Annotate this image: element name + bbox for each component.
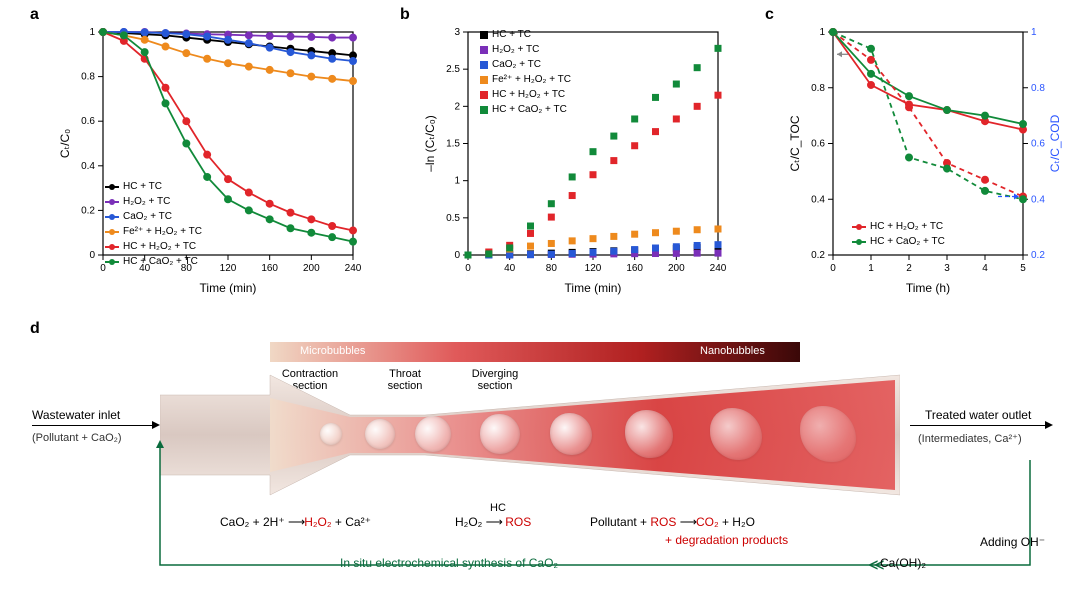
svg-text:Time (min): Time (min)	[565, 281, 622, 295]
outlet-label: Treated water outlet	[925, 408, 1031, 422]
svg-text:0.6: 0.6	[811, 139, 825, 150]
caoh2-label: Ca(OH)₂	[880, 556, 926, 570]
svg-text:40: 40	[504, 263, 516, 274]
eq-insitu-synthesis: In situ electrochemical synthesis of CaO…	[340, 556, 558, 570]
chart-b-legend: HC + TCH₂O₂ + TCCaO₂ + TCFe²⁺ + H₂O₂ + T…	[480, 28, 571, 118]
chart-a: 0408012016020024000.20.40.60.81Time (min…	[55, 20, 365, 300]
svg-text:160: 160	[261, 263, 278, 274]
chart-c: 0 1 2 3 4 5 0.2 0.2 0.4 0.4 0.6 0.6 0.8 0.8 1 1 Time (h)…	[785, 20, 1065, 300]
microbubbles-label: Microbubbles	[300, 345, 365, 357]
svg-text:1: 1	[868, 263, 874, 274]
svg-text:Cₜ/C₀: Cₜ/C₀	[58, 129, 72, 158]
outlet-arrow	[910, 425, 1045, 426]
svg-text:Time (h): Time (h)	[906, 281, 950, 295]
svg-text:0.6: 0.6	[81, 116, 95, 127]
svg-text:2: 2	[454, 101, 460, 112]
svg-text:1.5: 1.5	[446, 139, 460, 150]
svg-text:2: 2	[906, 263, 912, 274]
svg-text:1: 1	[1031, 27, 1037, 38]
svg-text:5: 5	[1020, 263, 1026, 274]
svg-text:0: 0	[830, 263, 836, 274]
svg-text:120: 120	[585, 263, 602, 274]
inlet-arrow	[32, 425, 152, 426]
chart-c-legend: HC + H₂O₂ + TCHC + CaO₂ + TC	[852, 220, 945, 250]
adding-oh-label: Adding OH⁻	[980, 535, 1045, 549]
svg-text:0.8: 0.8	[811, 83, 825, 94]
panel-c-label: c	[765, 6, 774, 24]
svg-text:240: 240	[710, 263, 727, 274]
svg-text:240: 240	[345, 263, 362, 274]
svg-text:0.4: 0.4	[811, 194, 825, 205]
svg-text:0.4: 0.4	[81, 161, 95, 172]
svg-text:0.5: 0.5	[446, 213, 460, 224]
svg-text:120: 120	[220, 263, 237, 274]
panel-d: Microbubbles Nanobubbles Contraction sec…	[0, 330, 1080, 600]
svg-text:1: 1	[819, 27, 825, 38]
svg-text:200: 200	[668, 263, 685, 274]
svg-text:80: 80	[546, 263, 558, 274]
svg-text:4: 4	[982, 263, 988, 274]
svg-text:0: 0	[465, 263, 471, 274]
svg-text:0.4: 0.4	[1031, 194, 1045, 205]
panel-b-label: b	[400, 6, 410, 24]
svg-text:0.8: 0.8	[81, 72, 95, 83]
chart-a-legend: HC + TCH₂O₂ + TCCaO₂ + TCFe²⁺ + H₂O₂ + T…	[105, 180, 202, 270]
inlet-label: Wastewater inlet	[32, 408, 120, 422]
svg-text:0.2: 0.2	[1031, 250, 1045, 261]
svg-text:3: 3	[454, 27, 460, 38]
svg-text:Cₜ/C_COD: Cₜ/C_COD	[1048, 114, 1062, 172]
svg-text:0.8: 0.8	[1031, 83, 1045, 94]
svg-text:1: 1	[454, 176, 460, 187]
svg-text:2.5: 2.5	[446, 64, 460, 75]
svg-text:0.2: 0.2	[811, 250, 825, 261]
svg-text:Cₜ/C_TOC: Cₜ/C_TOC	[788, 115, 802, 171]
chart-b: 0 40 80 120 160 200 240 0 0.5 1 1.5 2 2.5 3 Time (min)…	[420, 20, 730, 300]
svg-text:160: 160	[626, 263, 643, 274]
svg-text:0: 0	[89, 250, 95, 261]
svg-text:0: 0	[454, 250, 460, 261]
panel-a-label: a	[30, 6, 39, 24]
nanobubbles-label: Nanobubbles	[700, 345, 765, 357]
svg-text:200: 200	[303, 263, 320, 274]
svg-text:–ln (Cₜ/C₀): –ln (Cₜ/C₀)	[423, 115, 437, 172]
svg-text:0.2: 0.2	[81, 205, 95, 216]
svg-text:0.6: 0.6	[1031, 139, 1045, 150]
svg-text:3: 3	[944, 263, 950, 274]
svg-text:1: 1	[89, 27, 95, 38]
svg-text:Time (min): Time (min)	[200, 281, 257, 295]
